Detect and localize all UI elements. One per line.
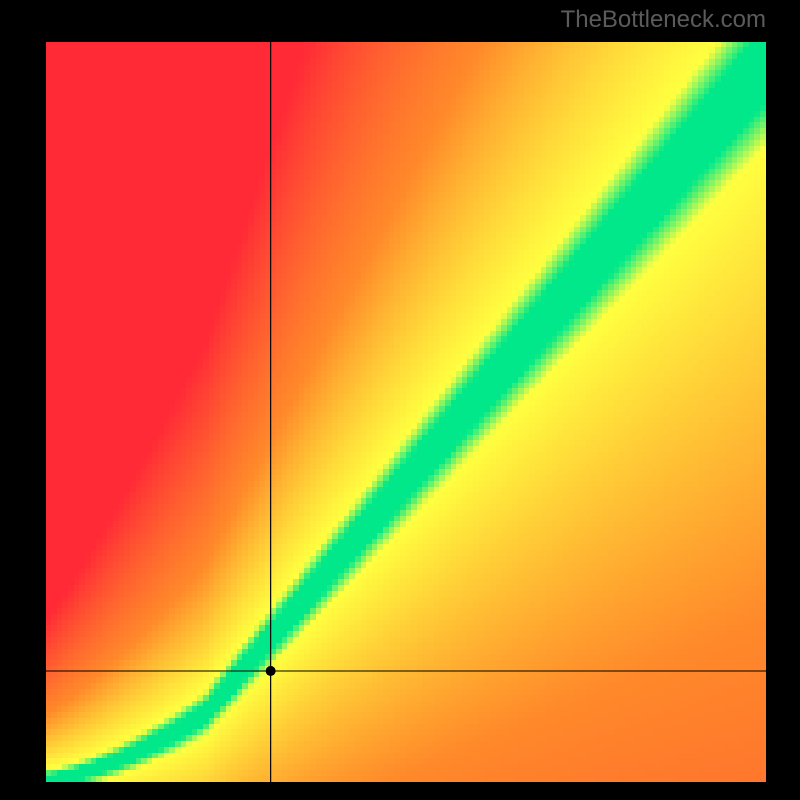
watermark-text: TheBottleneck.com [561, 6, 766, 34]
bottleneck-heatmap [46, 42, 766, 782]
frame: TheBottleneck.com [0, 0, 800, 800]
heatmap-container [46, 42, 766, 782]
